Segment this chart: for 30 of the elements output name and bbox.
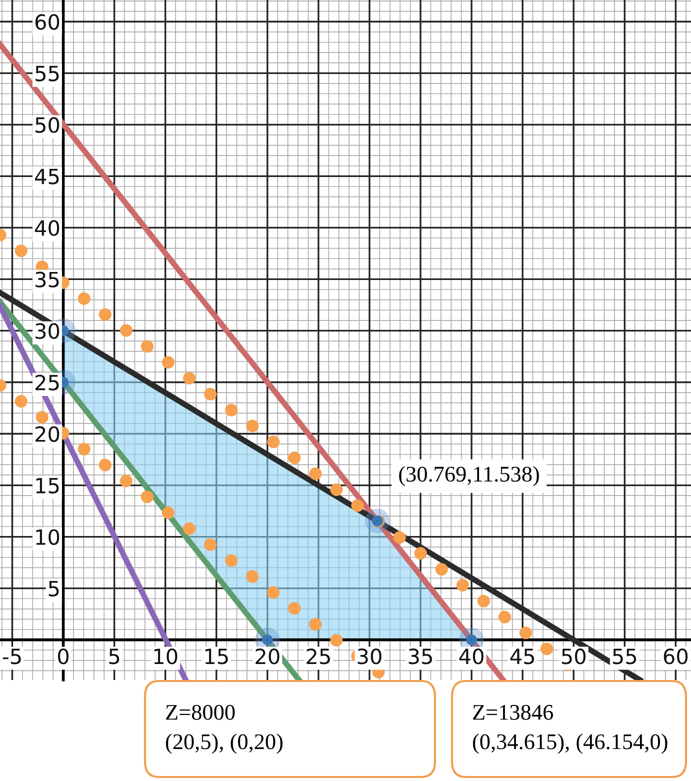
y-tick-label: 20	[36, 426, 60, 442]
x-tick-label: 15	[205, 648, 228, 664]
y-tick-label: 50	[36, 117, 60, 133]
y-tick-label: 45	[35, 168, 59, 184]
x-tick-label: 0	[58, 648, 69, 664]
y-tick-label: 35	[36, 272, 59, 288]
y-tick-label: 5	[48, 581, 59, 597]
text: Z=13846 (0,34.615), (46.154,0)	[472, 704, 668, 754]
y-tick-label: 40	[35, 220, 60, 236]
x-tick-label: 50	[562, 648, 586, 664]
y-tick-label: 10	[36, 529, 60, 545]
x-tick-label: 35	[408, 648, 432, 664]
x-tick-label: 10	[154, 648, 178, 664]
y-tick-label: 55	[36, 66, 59, 82]
x-tick-label: 55	[613, 648, 636, 664]
x-tick-label: 40	[459, 648, 484, 664]
x-tick-label: 30	[358, 648, 382, 664]
x-tick-label: 60	[664, 648, 688, 664]
y-tick-label: 30	[36, 323, 60, 339]
annotation: (30.769,11.538)	[399, 466, 539, 486]
y-tick-label: 25	[36, 374, 59, 390]
point	[365, 508, 390, 534]
x-tick-label: 45	[510, 648, 534, 664]
y-tick-label: 15	[36, 478, 59, 494]
x-tick-label: 5	[109, 648, 120, 664]
x-tick-label: -5	[2, 648, 21, 664]
x-tick-label: 25	[306, 648, 330, 664]
y-tick-label: 60	[35, 14, 60, 30]
x-tick-label: 20	[256, 648, 280, 664]
text: Z=8000 (20,5), (0,20)	[166, 704, 283, 754]
